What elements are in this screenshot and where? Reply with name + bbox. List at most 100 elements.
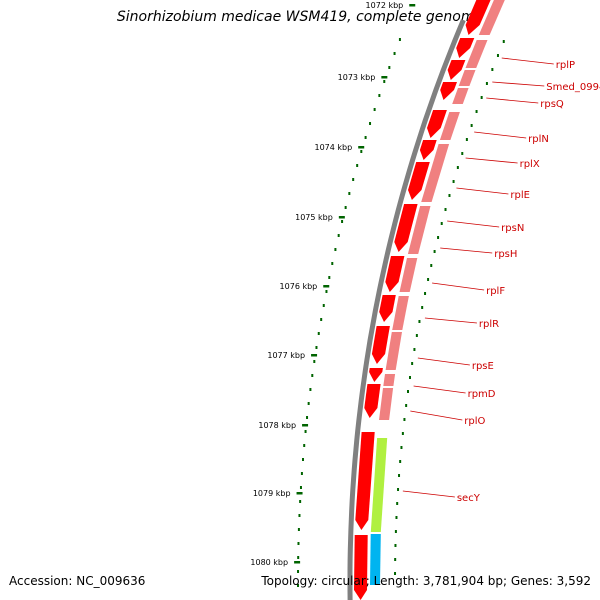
inner-tick-dot [480,96,483,99]
minor-tick-dots [297,38,505,587]
ruler-dot [304,430,307,433]
leader-line [456,187,509,195]
inner-tick-dot [418,320,421,323]
inner-tick-dot [394,530,397,533]
gene-label: rpsH [494,249,517,260]
ruler-major-tick [302,424,309,427]
ruler-label: 1073 kbp [338,73,376,82]
inner-tick-dot [395,516,398,519]
leader-line [440,247,493,254]
ruler-dot [297,584,300,587]
gene-arrow [394,204,418,252]
map-title: Sinorhizobium medicae WSM419, complete g… [116,9,484,25]
leader-line [432,282,485,291]
leader-line [465,157,518,164]
ruler-dot [313,360,316,363]
inner-tick-dot [452,180,455,183]
inner-tick-dot [424,292,427,295]
gene-arrow [354,535,368,600]
ruler-dot [325,290,328,293]
ruler-dot [317,332,320,335]
label-leaders [402,57,554,498]
ruler-dot [297,556,300,559]
ruler-dot [307,402,310,405]
gene-overlay [465,40,488,68]
ruler-dot [303,444,306,447]
inner-tick-dot [456,166,459,169]
gene-label: rplO [464,416,485,427]
ruler-major-tick [311,354,318,357]
gene-label: rplN [528,134,549,145]
inner-tick-dot [427,278,430,281]
inner-tick-dot [433,250,436,253]
ruler-major-tick [296,492,303,495]
backbone-arc [347,19,466,600]
inner-tick-dot [411,362,414,365]
ruler-label: 1072 kbp [366,1,404,10]
inner-tick-dot [405,404,408,407]
gene-arrow [385,256,405,292]
ruler-label: 1077 kbp [267,351,305,360]
gene-arrow [364,384,381,418]
inner-tick-dot [475,110,478,113]
leader-line [486,97,539,104]
ruler-label: 1074 kbp [315,143,353,152]
gene-overlay [452,88,469,104]
ruler-major-tick [409,4,416,7]
ruler-dot [337,234,340,237]
ruler-major-tick [338,216,345,219]
ruler-dot [360,150,363,153]
ruler-dot [297,528,300,531]
ruler-dot [309,388,312,391]
ruler-major-tick [381,76,388,79]
gene-segments [354,0,505,600]
ruler-dot [373,108,376,111]
inner-tick-dot [413,348,416,351]
ruler-dot [300,472,303,475]
ruler-dot [299,500,302,503]
ruler-dot [301,458,304,461]
gene-labels: rplP Smed_0994 rpsQ rplN rplX rplE rpsN rpsH rpl… [457,60,600,504]
ruler-major-tick [358,146,365,149]
gene-overlay [439,112,460,140]
ruler-dot [315,346,318,349]
gene-overlay [385,332,402,370]
leader-line [402,490,455,498]
ruler-dot [334,248,337,251]
ruler-dot [341,220,344,223]
gene-label: rplP [556,60,575,71]
ruler-dot [348,192,351,195]
leader-line [413,385,466,394]
inner-tick-dot [415,334,418,337]
leader-line [501,57,554,65]
ruler-dot [297,570,300,573]
inner-tick-dot [496,54,499,57]
ruler-dot [320,318,323,321]
gene-arrow [355,432,375,530]
leader-line [447,220,500,228]
secy-region [370,438,388,532]
inner-tick-dot [403,418,406,421]
ruler-dot [322,304,325,307]
gene-overlay [383,374,396,386]
inner-tick-dot [448,194,451,197]
inner-tick-dot [406,390,409,393]
gene-label: rplR [479,319,499,330]
inner-tick-dot [408,376,411,379]
ruler-dot [298,514,301,517]
ruler-dot [383,80,386,83]
inner-tick-dot [394,572,397,575]
gene-overlay [407,206,431,254]
gene-label: Smed_0994 [546,82,600,93]
accession-text: Accession: NC_009636 [9,574,146,588]
inner-tick-dot [397,488,400,491]
gene-arrow [419,140,437,160]
gene-label: rpsN [501,223,524,234]
inner-tick-dot [394,544,397,547]
inner-tick-dot [398,474,401,477]
ruler-label: 1080 kbp [250,558,288,567]
inner-tick-dot [401,432,404,435]
inner-tick-dot [444,208,447,211]
genome-summary: Topology: circular; Length: 3,781,904 bp… [261,574,591,588]
